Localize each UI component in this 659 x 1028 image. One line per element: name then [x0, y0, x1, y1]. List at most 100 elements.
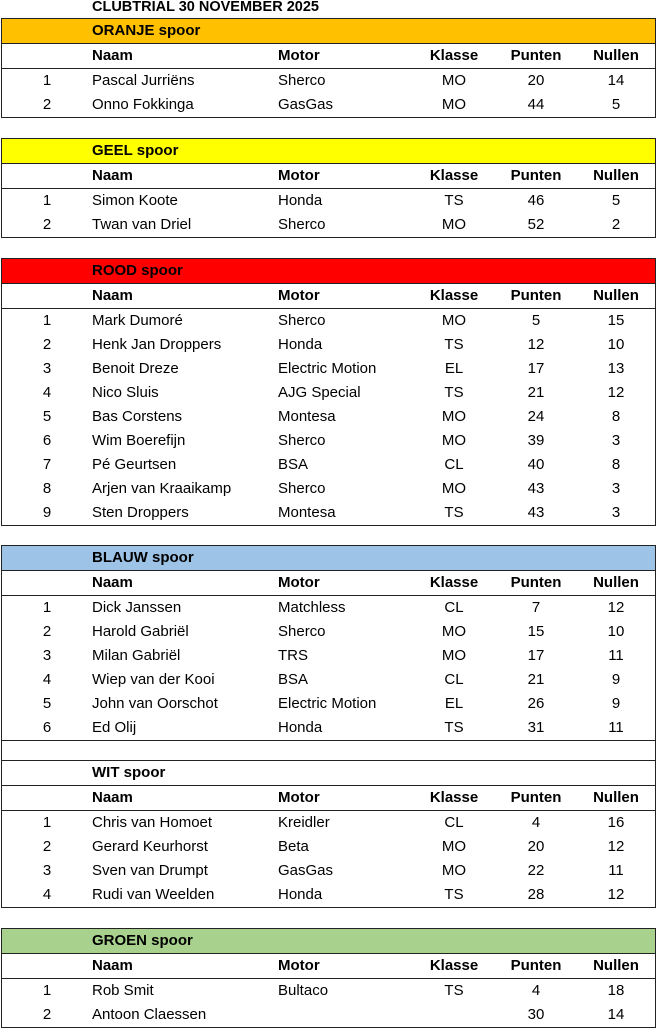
section-title: BLAUW spoor: [92, 549, 194, 566]
cell-nullen: 12: [607, 384, 625, 401]
cell-punten: 21: [527, 671, 545, 688]
cell-name: Pé Geurtsen: [92, 456, 177, 473]
cell-name: Sten Droppers: [92, 504, 189, 521]
cell-rank: 1: [42, 192, 52, 209]
table-row: 2 Onno Fokkinga GasGas MO 44 5: [2, 93, 655, 117]
page-title: CLUBTRIAL 30 NOVEMBER 2025: [92, 0, 319, 15]
cell-rank: 7: [42, 456, 52, 473]
cell-motor: Honda: [278, 336, 323, 353]
cell-rank: 2: [42, 336, 52, 353]
table-row: 1 Pascal Jurriëns Sherco MO 20 14: [2, 69, 655, 93]
cell-rank: 3: [42, 647, 52, 664]
cell-name: Onno Fokkinga: [92, 96, 194, 113]
table-row: 2 Antoon Claessen 30 14: [2, 1003, 655, 1027]
cell-punten: 5: [531, 312, 541, 329]
table-row: 4 Nico Sluis AJG Special TS 21 12: [2, 381, 655, 405]
cell-motor: Sherco: [278, 312, 326, 329]
cell-klasse: TS: [444, 336, 464, 353]
cell-name: Rob Smit: [92, 982, 154, 999]
column-header-motor: Motor: [278, 789, 320, 806]
table-row: 1 Chris van Homoet Kreidler CL 4 16: [2, 811, 655, 835]
cell-name: Mark Dumoré: [92, 312, 183, 329]
column-header-punten: Punten: [510, 47, 562, 64]
section-title: ORANJE spoor: [92, 22, 201, 39]
cell-rank: 5: [42, 695, 52, 712]
cell-nullen: 2: [611, 216, 621, 233]
cell-nullen: 15: [607, 312, 625, 329]
cell-rank: 2: [42, 216, 52, 233]
cell-motor: GasGas: [278, 862, 334, 879]
cell-nullen: 9: [611, 671, 621, 688]
section-header: GROEN spoor: [2, 929, 655, 954]
cell-punten: 44: [527, 96, 545, 113]
cell-punten: 17: [527, 647, 545, 664]
cell-rank: 1: [42, 814, 52, 831]
column-header-motor: Motor: [278, 574, 320, 591]
cell-nullen: 5: [611, 192, 621, 209]
section-groen: GROEN spoor Naam Motor Klasse Punten Nullen 1 R…: [1, 928, 656, 1028]
table-row: 6 Ed Olij Honda TS 31 11: [2, 716, 655, 740]
cell-nullen: 14: [607, 72, 625, 89]
cell-name: Antoon Claessen: [92, 1006, 207, 1023]
column-header-punten: Punten: [510, 287, 562, 304]
cell-punten: 7: [531, 599, 541, 616]
cell-rank: 6: [42, 432, 52, 449]
column-header-nullen: Nullen: [593, 957, 639, 974]
column-headers: Naam Motor Klasse Punten Nullen: [2, 284, 655, 309]
cell-nullen: 11: [608, 862, 624, 879]
cell-motor: Honda: [278, 719, 323, 736]
cell-motor: Matchless: [278, 599, 346, 616]
cell-motor: Sherco: [278, 216, 326, 233]
cell-name: Wim Boerefijn: [92, 432, 186, 449]
cell-rank: 6: [42, 719, 52, 736]
cell-name: Pascal Jurriëns: [92, 72, 195, 89]
cell-klasse: CL: [444, 814, 464, 831]
section-title: ROOD spoor: [92, 262, 183, 279]
cell-rank: 1: [42, 312, 52, 329]
cell-nullen: 10: [607, 336, 625, 353]
cell-klasse: CL: [444, 671, 464, 688]
column-header-naam: Naam: [92, 957, 133, 974]
column-header-naam: Naam: [92, 287, 133, 304]
cell-punten: 30: [527, 1006, 545, 1023]
cell-motor: Sherco: [278, 623, 326, 640]
section-title: GEEL spoor: [92, 142, 179, 159]
cell-motor: Electric Motion: [278, 360, 377, 377]
table-row: 4 Rudi van Weelden Honda TS 28 12: [2, 883, 655, 907]
section-blauw: BLAUW spoor Naam Motor Klasse Punten Nullen 1 D…: [1, 545, 656, 741]
cell-motor: Bultaco: [278, 982, 329, 999]
cell-punten: 46: [527, 192, 545, 209]
cell-klasse: MO: [441, 216, 467, 233]
table-row: 2 Harold Gabriël Sherco MO 15 10: [2, 620, 655, 644]
cell-name: Arjen van Kraaikamp: [92, 480, 232, 497]
cell-motor: TRS: [278, 647, 308, 664]
section-title: GROEN spoor: [92, 932, 193, 949]
cell-klasse: MO: [441, 96, 467, 113]
cell-rank: 2: [42, 623, 52, 640]
column-header-punten: Punten: [510, 167, 562, 184]
column-header-klasse: Klasse: [429, 167, 479, 184]
cell-klasse: CL: [444, 456, 464, 473]
column-headers: Naam Motor Klasse Punten Nullen: [2, 44, 655, 69]
column-header-klasse: Klasse: [429, 47, 479, 64]
table-row: 9 Sten Droppers Montesa TS 43 3: [2, 501, 655, 525]
cell-motor: Beta: [278, 838, 309, 855]
cell-nullen: 5: [611, 96, 621, 113]
column-header-motor: Motor: [278, 47, 320, 64]
cell-klasse: MO: [441, 432, 467, 449]
section-header: GEEL spoor: [2, 139, 655, 164]
cell-klasse: MO: [441, 408, 467, 425]
cell-motor: Honda: [278, 192, 323, 209]
cell-motor: Sherco: [278, 72, 326, 89]
cell-motor: BSA: [278, 456, 309, 473]
table-row: 1 Rob Smit Bultaco TS 4 18: [2, 979, 655, 1003]
cell-klasse: MO: [441, 862, 467, 879]
cell-rank: 1: [42, 72, 52, 89]
cell-punten: 52: [527, 216, 545, 233]
cell-name: John van Oorschot: [92, 695, 218, 712]
column-header-motor: Motor: [278, 167, 320, 184]
column-headers: Naam Motor Klasse Punten Nullen: [2, 954, 655, 979]
table-row: 3 Benoit Dreze Electric Motion EL 17 13: [2, 357, 655, 381]
section-geel: GEEL spoor Naam Motor Klasse Punten Nullen 1 Si…: [1, 138, 656, 238]
column-header-nullen: Nullen: [593, 47, 639, 64]
